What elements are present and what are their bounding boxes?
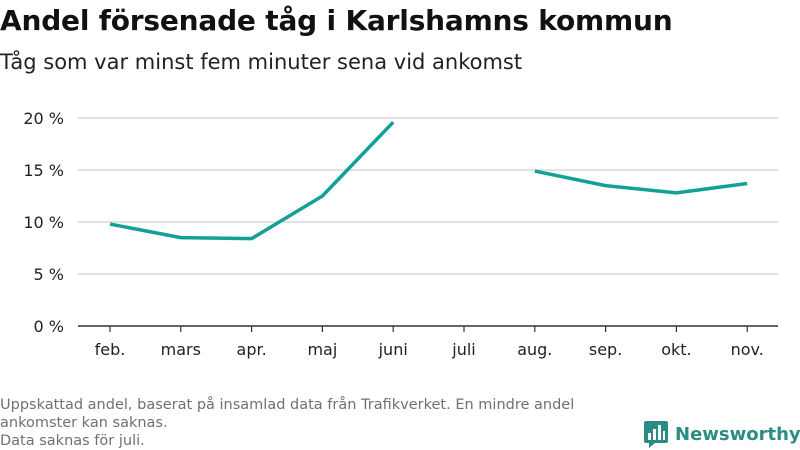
chart-title: Andel försenade tåg i Karlshamns kommun [0, 4, 673, 37]
chart-subtitle: Tåg som var minst fem minuter sena vid a… [0, 50, 523, 74]
footnote: Uppskattad andel, baserat på insamlad da… [0, 396, 630, 450]
x-tick-label: juli [451, 340, 475, 359]
y-tick-label: 0 % [34, 317, 64, 336]
x-tick-label: feb. [95, 340, 126, 359]
footnote-line: ankomster kan saknas. [0, 415, 168, 431]
x-tick-label: juni [378, 340, 408, 359]
x-tick-label: okt. [661, 340, 691, 359]
footnote-line: Data saknas för juli. [0, 433, 145, 449]
x-tick-label: sep. [589, 340, 622, 359]
x-tick-label: apr. [237, 340, 267, 359]
y-tick-label: 20 % [23, 109, 64, 128]
y-tick-label: 15 % [23, 161, 64, 180]
x-tick-label: maj [307, 340, 337, 359]
y-tick-label: 10 % [23, 213, 64, 232]
x-tick-label: nov. [731, 340, 764, 359]
x-tick-label: mars [161, 340, 201, 359]
bar-chart-speech-bubble-icon [644, 421, 668, 448]
footnote-line: Uppskattad andel, baserat på insamlad da… [0, 397, 575, 413]
y-tick-label: 5 % [34, 265, 64, 284]
series-line [534, 169, 748, 195]
logo-text: Newsworthy [675, 423, 800, 445]
series-line [109, 120, 395, 241]
newsworthy-logo: Newsworthy [643, 419, 800, 449]
x-tick-label: aug. [517, 340, 552, 359]
